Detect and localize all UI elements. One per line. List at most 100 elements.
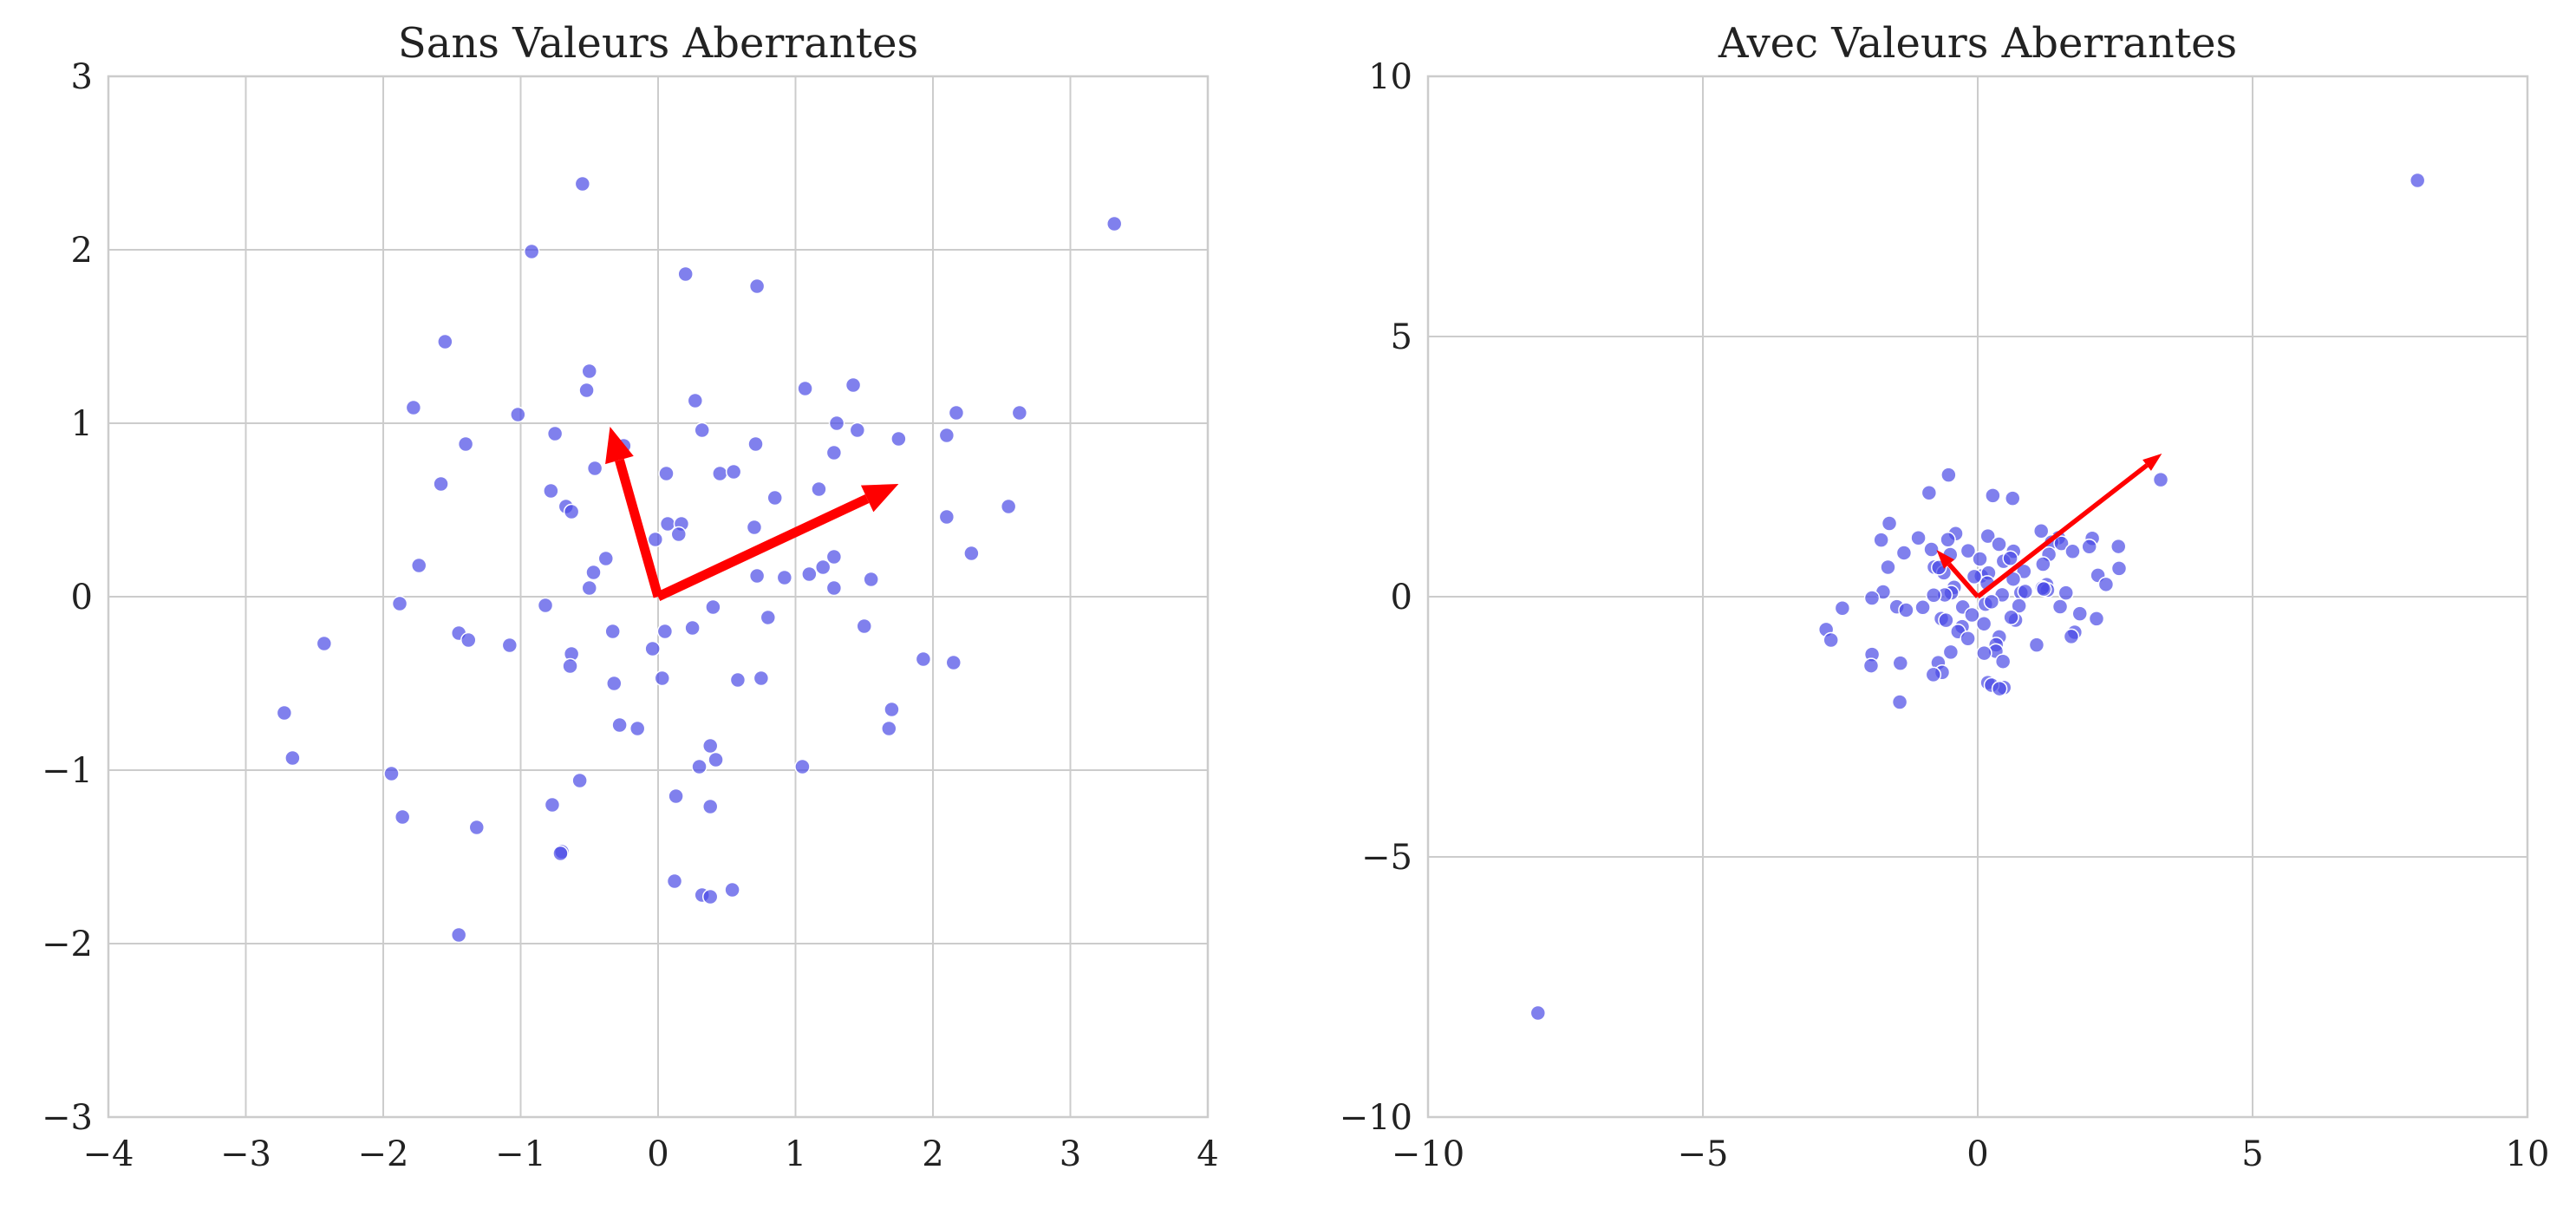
right-x-tick-label: 10 bbox=[2506, 1134, 2550, 1174]
left-scatter-point bbox=[849, 422, 866, 439]
right-scatter-point bbox=[2032, 523, 2050, 539]
left-scatter-point bbox=[797, 380, 813, 397]
right-y-tick-label: −10 bbox=[1340, 1098, 1412, 1138]
right-component-arrow-head bbox=[2142, 454, 2162, 471]
left-scatter-point bbox=[963, 545, 980, 562]
right-y-tick-label: 0 bbox=[1391, 578, 1412, 618]
right-scatter-point bbox=[1881, 515, 1898, 532]
right-scatter-point bbox=[1960, 542, 1977, 559]
right-scatter-point bbox=[2063, 628, 2080, 645]
left-scatter-point bbox=[405, 399, 422, 416]
right-scatter-point bbox=[1925, 586, 1942, 604]
right-scatter-point bbox=[2053, 535, 2070, 552]
right-x-tick-label: 5 bbox=[2241, 1134, 2263, 1174]
left-scatter-point bbox=[1011, 404, 1028, 422]
left-scatter-point bbox=[825, 444, 843, 461]
left-scatter-point bbox=[585, 564, 602, 581]
left-scatter-point bbox=[845, 376, 862, 394]
left-y-tick-label: −2 bbox=[42, 925, 93, 964]
left-scatter-point bbox=[611, 716, 628, 734]
left-scatter-point bbox=[705, 598, 721, 616]
left-scatter-point bbox=[460, 631, 477, 649]
left-scatter-point bbox=[748, 567, 766, 585]
left-x-tick-label: −4 bbox=[83, 1134, 134, 1174]
left-scatter-point bbox=[437, 333, 453, 350]
right-scatter-point bbox=[1940, 531, 1956, 548]
right-scatter-point bbox=[2051, 598, 2069, 615]
left-scatter-point bbox=[748, 278, 766, 295]
left-scatter-point bbox=[410, 557, 427, 574]
left-scatter-point bbox=[644, 640, 661, 657]
left-scatter-point bbox=[938, 427, 955, 444]
left-scatter-point bbox=[712, 465, 728, 482]
left-component-arrow-head bbox=[860, 484, 899, 513]
right-scatter-point bbox=[1873, 532, 1889, 548]
right-scatter-point bbox=[1898, 602, 1914, 618]
right-scatter-point bbox=[2016, 563, 2032, 580]
left-scatter-point bbox=[856, 618, 872, 635]
left-arrows bbox=[605, 427, 899, 601]
left-scatter-point bbox=[948, 404, 965, 422]
left-scatter-point bbox=[666, 872, 683, 890]
left-scatter-point bbox=[523, 243, 540, 260]
left-scatter-point bbox=[629, 720, 646, 737]
left-scatter-point bbox=[863, 571, 879, 588]
right-component-arrow-shaft bbox=[1947, 562, 1980, 598]
right-scatter-point bbox=[1994, 653, 2012, 670]
left-scatter-point bbox=[747, 435, 764, 453]
left-scatter-point bbox=[691, 758, 708, 775]
left-y-tick-label: 3 bbox=[71, 57, 93, 97]
right-scatter-point bbox=[2110, 560, 2128, 577]
right-scatter-point bbox=[1925, 666, 1942, 683]
left-x-tick-label: −3 bbox=[220, 1134, 271, 1174]
left-scatter-point bbox=[546, 425, 564, 442]
right-scatter-point bbox=[1940, 467, 1957, 483]
right-y-tick-label: 10 bbox=[1368, 57, 1412, 97]
left-scatter-point bbox=[938, 508, 955, 526]
left-scatter-point bbox=[537, 597, 554, 614]
left-scatter-point bbox=[586, 460, 603, 477]
right-scatter-point bbox=[2081, 539, 2097, 555]
left-y-tick-label: −3 bbox=[42, 1098, 93, 1138]
left-scatter-point bbox=[890, 430, 907, 448]
right-y-tick-label: 5 bbox=[1391, 317, 1412, 357]
left-component-arrow-shaft bbox=[655, 493, 870, 601]
right-scatter-point bbox=[2003, 609, 2019, 626]
right-component-arrow-shaft bbox=[1976, 463, 2149, 599]
left-component-arrow-head bbox=[605, 427, 634, 465]
right-scatter-point bbox=[1892, 655, 1909, 671]
right-scatter-point bbox=[2017, 583, 2034, 600]
left-scatter-point bbox=[1105, 215, 1123, 232]
right-scatter-point bbox=[1991, 536, 2007, 552]
left-x-tick-label: 4 bbox=[1197, 1134, 1218, 1174]
left-scatter-point bbox=[597, 550, 615, 567]
left-scatter-point bbox=[811, 480, 827, 498]
right-scatter-point bbox=[1895, 545, 1913, 561]
left-scatter-point bbox=[647, 531, 664, 548]
left-scatter-point bbox=[753, 670, 770, 687]
left-scatter-point bbox=[701, 888, 719, 905]
left-scatter-point bbox=[677, 265, 694, 283]
left-scatter-point bbox=[604, 623, 621, 640]
left-scatter-point bbox=[543, 482, 559, 500]
right-scatter-point bbox=[2110, 538, 2127, 555]
left-x-tick-label: −1 bbox=[495, 1134, 546, 1174]
left-scatter-point bbox=[724, 881, 740, 899]
right-scatter-point bbox=[1966, 568, 1983, 585]
right-x-tick-label: 0 bbox=[1966, 1134, 1988, 1174]
left-scatter-point bbox=[708, 751, 724, 768]
right-scatter-point bbox=[1964, 606, 1980, 624]
left-scatter-point bbox=[383, 765, 400, 782]
left-y-tick-label: 0 bbox=[71, 578, 93, 618]
left-scatter-point bbox=[501, 637, 518, 654]
left-chart-title: Sans Valeurs Aberrantes bbox=[398, 19, 918, 68]
left-scatter-point bbox=[687, 392, 704, 409]
left-plot-frame bbox=[107, 75, 1210, 1119]
right-scatter-point bbox=[2028, 637, 2045, 653]
right-scatter-panel: −10 −5 0 5 10 −10 −5 0 5 10 Avec Valeurs Aberrant… bbox=[1340, 19, 2550, 1174]
left-scatter-point bbox=[670, 526, 688, 543]
right-scatter-point bbox=[1891, 694, 1908, 710]
right-scatter-point bbox=[2088, 611, 2105, 627]
left-scatter-point bbox=[1000, 498, 1017, 515]
